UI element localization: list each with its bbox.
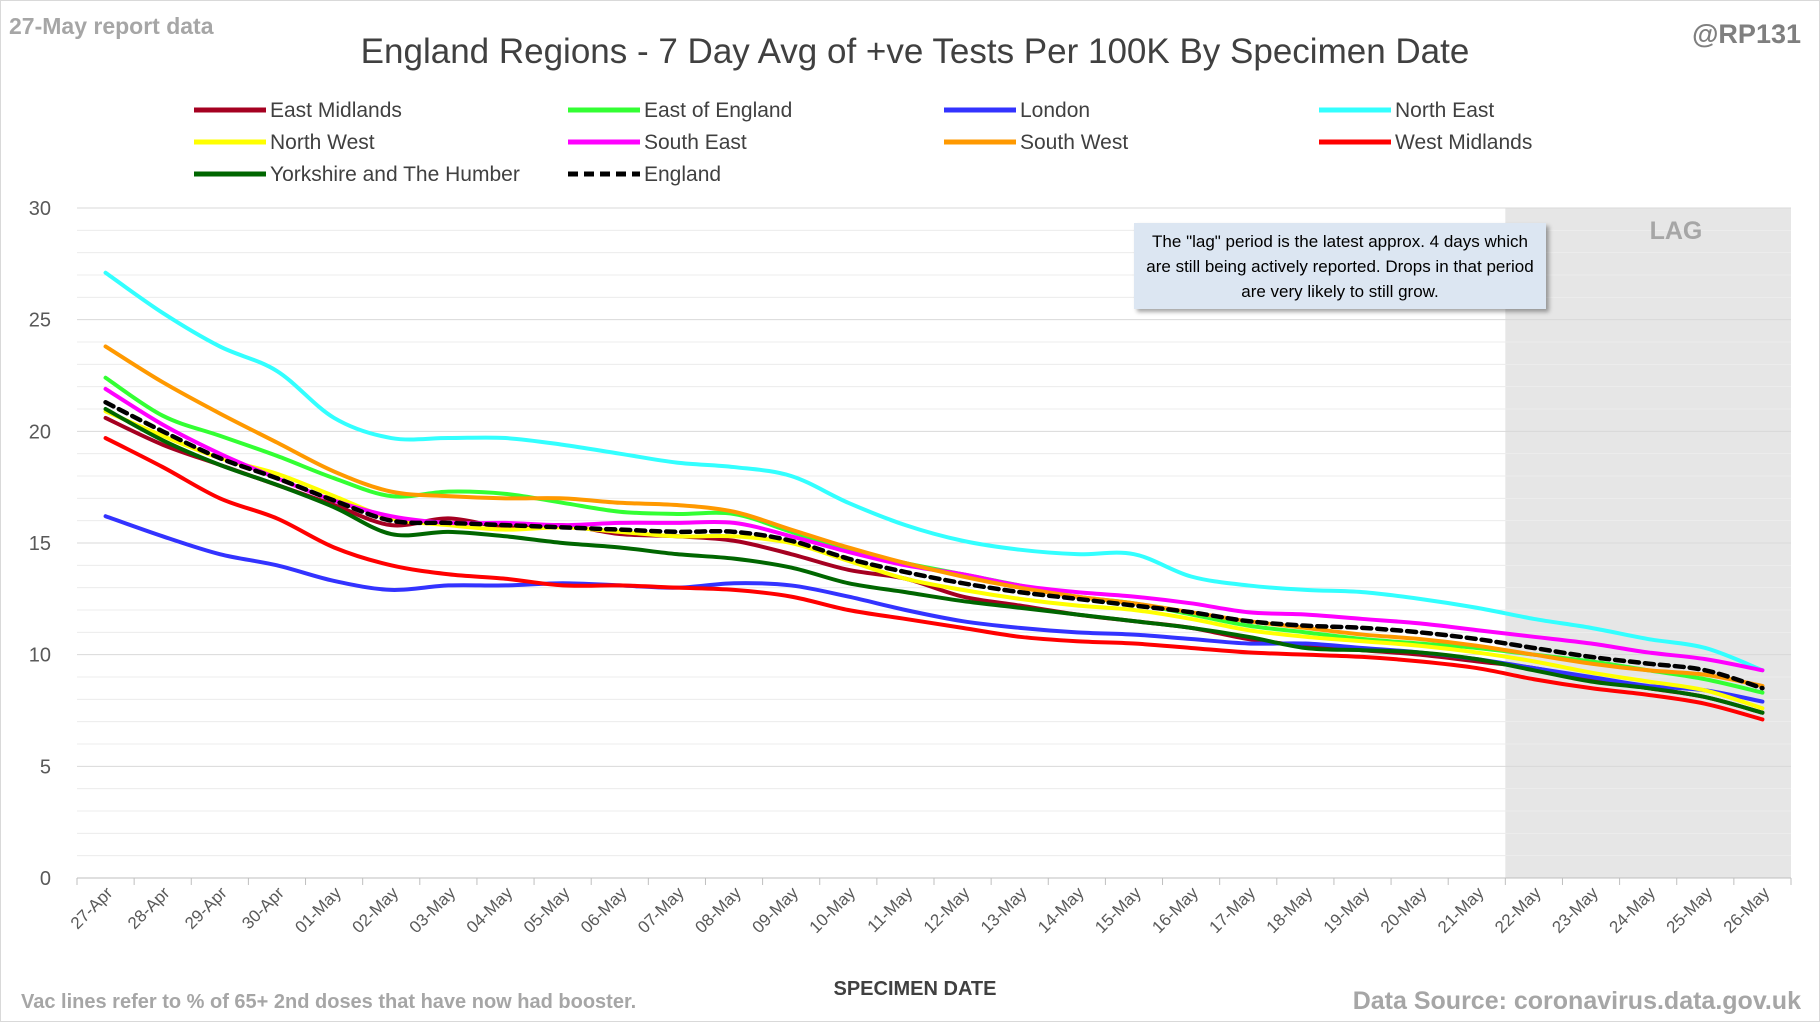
x-tick-label: 09-May	[748, 883, 802, 937]
series-line-north-east	[103, 270, 1765, 673]
x-tick-label: 10-May	[806, 883, 860, 937]
x-tick-label: 17-May	[1206, 883, 1260, 937]
x-tick-label: 16-May	[1148, 883, 1202, 937]
x-tick-label: 18-May	[1263, 883, 1317, 937]
x-tick-label: 29-Apr	[181, 883, 231, 933]
y-tick-label: 5	[40, 756, 51, 778]
x-tick-label: 02-May	[349, 883, 403, 937]
x-tick-label: 21-May	[1434, 883, 1488, 937]
y-tick-label: 15	[29, 533, 51, 555]
x-tick-label: 12-May	[920, 883, 974, 937]
series-line-south-west	[103, 344, 1765, 688]
x-tick-label: 13-May	[977, 883, 1031, 937]
series-line-yorkshire-and-the-humber	[103, 407, 1765, 715]
report-date-label: 27-May report data	[9, 13, 214, 39]
lag-label: LAG	[1650, 217, 1703, 245]
x-tick-label: 23-May	[1548, 883, 1602, 937]
legend-label-yorkshire-and-the-humber: Yorkshire and The Humber	[270, 163, 520, 186]
x-tick-label: 01-May	[291, 883, 345, 937]
x-tick-label: 28-Apr	[124, 883, 174, 933]
legend-label-london: London	[1020, 99, 1090, 122]
lag-note-box: The "lag" period is the latest approx. 4…	[1134, 223, 1546, 309]
legend-label-west-midlands: West Midlands	[1395, 131, 1532, 154]
x-tick-label: 04-May	[463, 883, 517, 937]
x-tick-label: 05-May	[520, 883, 574, 937]
footnote: Vac lines refer to % of 65+ 2nd doses th…	[21, 991, 636, 1013]
y-tick-label: 0	[40, 868, 51, 890]
lag-note-text: The "lag" period is the latest approx. 4…	[1146, 232, 1534, 301]
legend-label-south-east: South East	[644, 131, 747, 154]
x-tick-label: 20-May	[1377, 883, 1431, 937]
x-tick-label: 26-May	[1720, 883, 1774, 937]
series-line-england	[103, 400, 1765, 691]
y-tick-label: 30	[29, 198, 51, 220]
chart-title: England Regions - 7 Day Avg of +ve Tests…	[361, 32, 1470, 71]
x-tick-label: 15-May	[1091, 883, 1145, 937]
x-tick-label: 27-Apr	[67, 883, 117, 933]
x-axis-label: SPECIMEN DATE	[834, 978, 997, 1000]
legend-label-england: England	[644, 163, 721, 186]
x-tick-label: 30-Apr	[238, 883, 288, 933]
series-line-west-midlands	[103, 436, 1765, 722]
y-tick-label: 20	[29, 421, 51, 443]
y-tick-label: 10	[29, 645, 51, 667]
legend-label-south-west: South West	[1020, 131, 1128, 154]
x-tick-label: 14-May	[1034, 883, 1088, 937]
data-source: Data Source: coronavirus.data.gov.uk	[1353, 987, 1801, 1015]
x-tick-label: 25-May	[1663, 883, 1717, 937]
legend-label-north-east: North East	[1395, 99, 1494, 122]
x-tick-label: 24-May	[1605, 883, 1659, 937]
x-tick-label: 03-May	[406, 883, 460, 937]
x-tick-label: 07-May	[634, 883, 688, 937]
x-tick-label: 22-May	[1491, 883, 1545, 937]
handle-label: @RP131	[1692, 19, 1801, 49]
legend-label-north-west: North West	[270, 131, 375, 154]
legend-label-east-of-england: East of England	[644, 99, 792, 122]
y-tick-label: 25	[29, 310, 51, 332]
x-tick-label: 19-May	[1320, 883, 1374, 937]
x-tick-label: 08-May	[691, 883, 745, 937]
x-tick-label: 11-May	[864, 883, 917, 936]
legend-label-east-midlands: East Midlands	[270, 99, 402, 122]
x-tick-label: 06-May	[577, 883, 631, 937]
